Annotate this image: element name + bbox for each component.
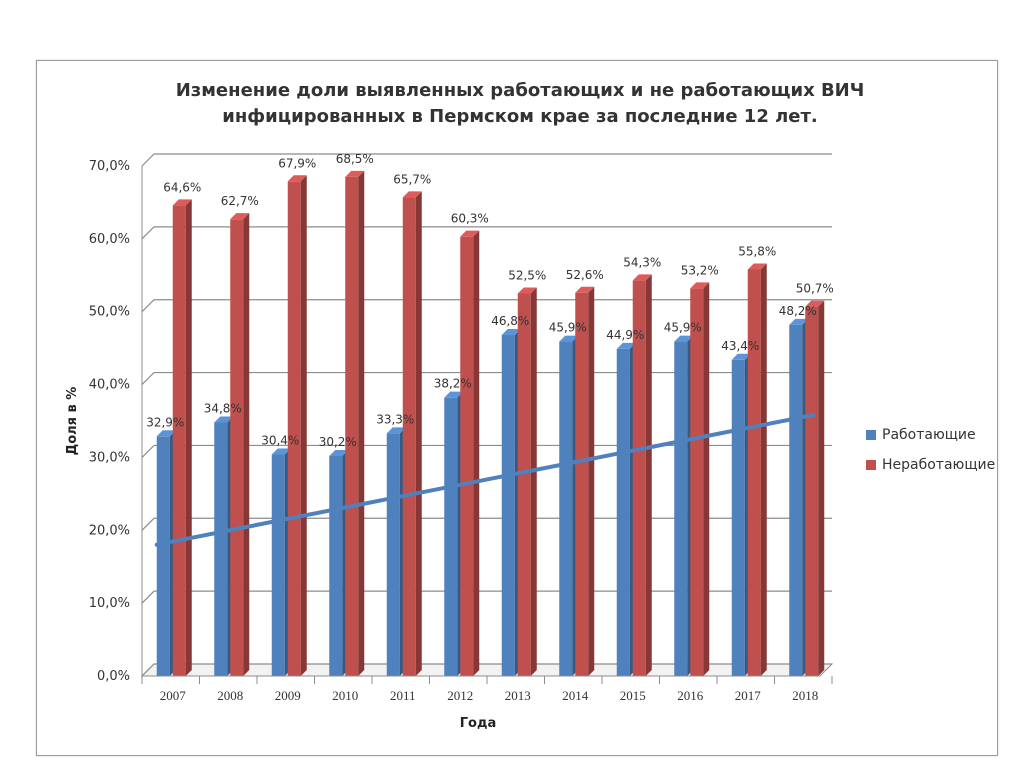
gridline (141, 153, 832, 167)
x-tick-label: 2011 (390, 688, 416, 703)
gridline (141, 371, 832, 385)
data-label-series-2: 68,5% (336, 152, 374, 166)
data-label-series-2: 62,7% (221, 194, 259, 208)
data-label-series-2: 53,2% (681, 263, 719, 277)
data-label-series-1: 30,4% (261, 434, 299, 448)
x-tick-label: 2014 (562, 688, 589, 703)
data-label-series-1: 46,8% (491, 314, 529, 328)
bar-series-2 (345, 170, 365, 676)
y-tick-label: 0,0% (97, 669, 130, 684)
x-tick-label: 2018 (792, 688, 818, 703)
y-tick-label: 30,0% (89, 450, 130, 465)
gridline (141, 663, 832, 677)
bar-series-2 (287, 175, 307, 677)
data-label-series-2: 60,3% (451, 212, 489, 226)
gridline (141, 299, 832, 313)
x-tick-label: 2017 (735, 688, 762, 703)
y-axis-label: Доля в % (65, 387, 80, 456)
y-tick-label: 60,0% (89, 232, 130, 247)
data-label-series-1: 38,2% (434, 377, 472, 391)
data-label-series-1: 48,2% (779, 304, 817, 318)
y-tick-label: 20,0% (89, 523, 130, 538)
data-label-series-2: 54,3% (623, 255, 661, 269)
legend-item-series-1: Работающие (866, 420, 995, 450)
bar-series-2 (517, 287, 537, 676)
legend: Работающие Неработающие (866, 420, 995, 480)
x-tick-label: 2007 (160, 688, 187, 703)
data-label-series-1: 32,9% (146, 415, 184, 429)
x-tick-label: 2016 (677, 688, 704, 703)
data-label-series-1: 45,9% (664, 321, 702, 335)
data-label-series-2: 64,6% (163, 180, 201, 194)
x-tick-label: 2012 (447, 688, 473, 703)
bar-series-2 (402, 191, 422, 677)
bar-series-2 (805, 300, 825, 676)
legend-label-series-2: Неработающие (882, 457, 996, 473)
y-tick-label: 70,0% (89, 159, 130, 174)
data-label-series-1: 43,4% (721, 339, 759, 353)
data-label-series-1: 34,8% (204, 401, 242, 415)
bar-series-2 (230, 213, 250, 676)
y-tick-label: 50,0% (89, 305, 130, 320)
x-tick-label: 2013 (505, 688, 531, 703)
trendline-series-1 (154, 413, 816, 547)
legend-label-series-1: Работающие (882, 427, 976, 443)
gridline (141, 590, 832, 604)
y-tick-label: 10,0% (89, 596, 130, 611)
bar-series-2 (460, 230, 480, 676)
bar-series-2 (172, 199, 192, 677)
x-axis-ticks: 2007 2008 2009 2010 2011 2012 2013 2014 2015 2016… (141, 675, 833, 703)
data-label-series-2: 50,7% (796, 282, 834, 296)
chart-title: Изменение доли выявленных работающих и н… (175, 80, 865, 127)
bars (156, 170, 825, 677)
data-label-series-2: 55,8% (738, 244, 776, 258)
data-label-series-1: 33,3% (376, 412, 414, 426)
legend-swatch-series-1 (866, 430, 876, 440)
legend-swatch-series-2 (866, 460, 876, 470)
x-tick-label: 2015 (620, 688, 646, 703)
data-label-series-1: 44,9% (606, 328, 644, 342)
data-label-series-1: 30,2% (319, 435, 357, 449)
trendline (154, 413, 816, 547)
y-axis-ticks: 0,0% 10,0% 20,0% 30,0% 40,0% 50,0% 60,0% 70,0% (89, 159, 130, 684)
x-tick-label: 2009 (275, 688, 301, 703)
data-label-series-2: 52,5% (508, 269, 546, 283)
x-axis-label: Года (460, 716, 497, 731)
x-tick-label: 2010 (332, 688, 358, 703)
y-tick-label: 40,0% (89, 378, 130, 393)
gridline (141, 444, 832, 458)
data-labels: 32,9% 64,6% 34,8% 62,7% 30,4% 67,9% 30,2% 68,5%… (146, 152, 834, 449)
bar-series-2 (632, 274, 652, 676)
data-label-series-2: 65,7% (393, 172, 431, 186)
data-label-series-2: 67,9% (278, 156, 316, 170)
gridline (141, 226, 832, 240)
gridline (141, 517, 832, 531)
bar-series-2 (575, 286, 595, 676)
bar-series-2 (747, 263, 767, 676)
x-tick-label: 2008 (217, 688, 243, 703)
data-label-series-2: 52,6% (566, 268, 604, 282)
legend-item-series-2: Неработающие (866, 450, 995, 480)
data-label-series-1: 45,9% (549, 321, 587, 335)
bar-series-2 (690, 282, 710, 676)
